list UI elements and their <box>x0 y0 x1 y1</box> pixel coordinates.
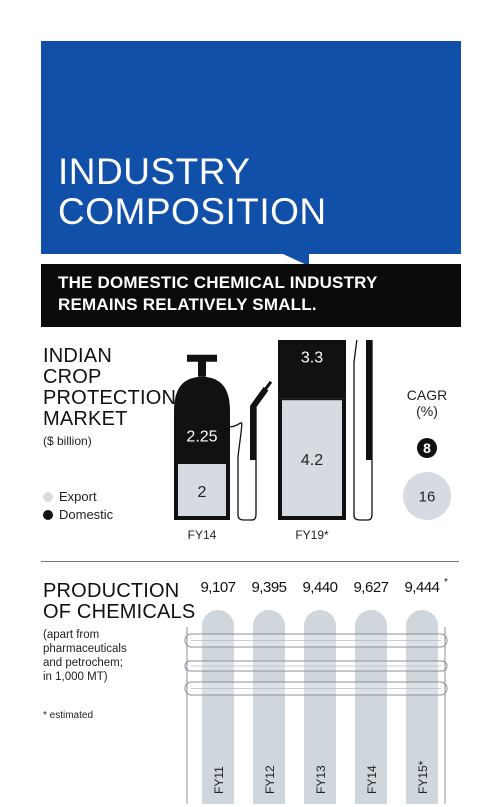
bar-export <box>282 400 342 516</box>
title-line-2: COMPOSITION <box>58 191 327 232</box>
cagr-value: 16 <box>419 488 436 505</box>
crop-title-line: PROTECTION <box>43 387 177 409</box>
value-label: 9,395 <box>251 579 286 596</box>
legend-domestic-label: Domestic <box>59 507 114 522</box>
production-bar <box>304 610 336 804</box>
sprayer-wand <box>366 340 372 460</box>
sprayer-handle <box>187 354 217 362</box>
sprayer-wand <box>250 386 269 460</box>
production-bar <box>406 610 438 804</box>
value-label: 9,627 <box>353 579 388 596</box>
legend-domestic: Domestic <box>43 507 113 522</box>
subtitle-line-1: THE DOMESTIC CHEMICAL INDUSTRY <box>58 273 378 292</box>
bar-domestic <box>278 340 346 399</box>
category-label: FY13 <box>314 765 328 794</box>
crop-title-line: INDIAN <box>43 345 112 367</box>
category-label: FY11 <box>212 766 226 794</box>
cagr-circle <box>417 438 437 458</box>
estimated-note: * estimated <box>43 710 94 721</box>
section-divider <box>41 561 459 562</box>
subtitle-bar <box>41 264 461 327</box>
title-banner <box>41 41 461 254</box>
production-note-line: in 1,000 MT) <box>43 671 108 683</box>
value-label: 9,440 <box>302 579 337 596</box>
production-section-title: PRODUCTION OF CHEMICALS <box>43 581 195 623</box>
cagr-value: 8 <box>423 440 431 456</box>
crop-title-line: CROP <box>43 366 102 388</box>
cagr-label: CAGR <box>406 387 448 403</box>
cagr-header: CAGR (%) <box>400 387 454 419</box>
cagr-unit: (%) <box>416 403 438 419</box>
value-label: 9,107 <box>200 579 235 596</box>
category-label: FY19* <box>295 528 329 542</box>
estimate-asterisk: * <box>444 577 448 588</box>
production-bar <box>253 610 285 804</box>
label-domestic: 2.25 <box>186 428 217 445</box>
rack-layer: FY11 9,107 FY12 9,395 FY13 9,440 FY14 9,627 FY15… <box>184 577 448 804</box>
value-label: 9,444 <box>404 579 439 596</box>
sprayer-hose <box>229 398 257 521</box>
sprayer-layer: 2.25 2 FY14 3.3 4.2 FY19* 8 16 <box>174 340 451 542</box>
speech-tail-shape <box>283 254 309 266</box>
production-bar <box>355 610 387 804</box>
title-line-1: INDUSTRY <box>58 151 251 192</box>
sprayer-hose <box>353 340 373 521</box>
production-chart: FY11 9,107 FY12 9,395 FY13 9,440 FY14 9,627 FY15… <box>184 577 448 804</box>
legend-export: Export <box>43 489 113 504</box>
page-subtitle: THE DOMESTIC CHEMICAL INDUSTRY REMAINS R… <box>58 272 453 316</box>
crop-legend: Export Domestic <box>43 489 113 522</box>
cagr-circle <box>403 472 451 520</box>
category-label: FY14 <box>188 528 217 542</box>
export-swatch <box>43 491 53 502</box>
bar-export <box>178 464 226 516</box>
category-label: FY14 <box>365 765 379 794</box>
legend-export-label: Export <box>59 489 97 504</box>
crop-section-title: INDIAN CROP PROTECTION MARKET <box>43 346 176 430</box>
crop-protection-chart: 2.25 2 FY14 3.3 4.2 FY19* 8 16 <box>174 340 451 542</box>
page-title: INDUSTRY COMPOSITION <box>58 152 448 232</box>
bar-domestic <box>174 376 230 462</box>
label-export: 2 <box>198 484 207 501</box>
subtitle-line-2: REMAINS RELATIVELY SMALL. <box>58 295 317 314</box>
category-label: FY15* <box>416 760 430 794</box>
crop-unit: ($ billion) <box>43 434 92 448</box>
label-domestic: 3.3 <box>301 349 323 366</box>
production-title-line: PRODUCTION <box>43 580 180 602</box>
production-title-line: OF CHEMICALS <box>43 601 196 623</box>
domestic-swatch <box>43 509 53 520</box>
label-export: 4.2 <box>301 452 323 469</box>
production-bar <box>202 610 234 804</box>
production-note-line: (apart from <box>43 629 100 641</box>
category-label: FY12 <box>263 765 277 794</box>
production-note-line: pharmaceuticals <box>43 643 127 655</box>
production-note-line: and petrochem; <box>43 657 123 669</box>
crop-title-line: MARKET <box>43 408 128 430</box>
sprayer-neck <box>198 360 206 377</box>
sprayer-nozzle <box>263 380 273 391</box>
production-note: (apart from pharmaceuticals and petroche… <box>43 628 127 684</box>
